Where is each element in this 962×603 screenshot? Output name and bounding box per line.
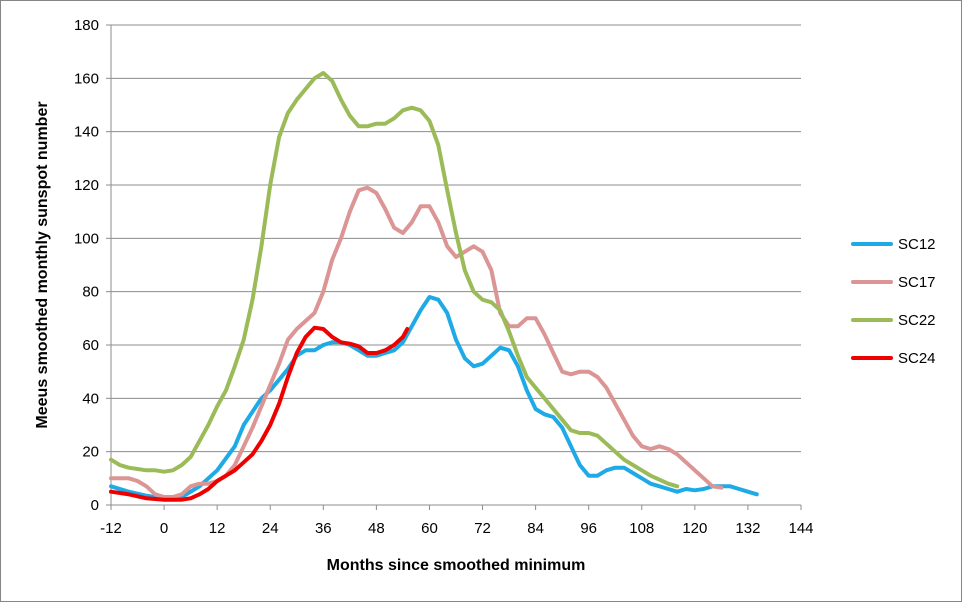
x-tick-label: 36: [315, 520, 332, 537]
x-tick-label: 120: [682, 520, 707, 537]
y-tick-label: 40: [82, 390, 99, 407]
x-tick-label: 0: [160, 520, 168, 537]
x-tick-label: 144: [788, 520, 813, 537]
series-line-sc17: [109, 185, 724, 499]
x-tick-label: 72: [474, 520, 491, 537]
y-tick-label: 120: [74, 177, 99, 194]
x-tick-label: 132: [735, 520, 760, 537]
x-tick-label: 24: [262, 520, 279, 537]
y-tick-label: 80: [82, 284, 99, 301]
series-line-sc22: [109, 71, 680, 489]
series-line-sc24: [109, 325, 410, 502]
x-tick-label: -12: [100, 520, 122, 537]
legend-label-sc24: SC24: [898, 350, 936, 367]
y-tick-label: 100: [74, 230, 99, 247]
legend-label-sc17: SC17: [898, 274, 936, 291]
x-tick-label: 96: [580, 520, 597, 537]
y-tick-label: 160: [74, 70, 99, 87]
legend-label-sc12: SC12: [898, 236, 936, 253]
x-axis-title: Months since smoothed minimum: [327, 557, 586, 574]
x-tick-label: 12: [209, 520, 226, 537]
x-tick-label: 48: [368, 520, 385, 537]
y-tick-label: 180: [74, 17, 99, 34]
y-axis-title: Meeus smoothed monthly sunspot number: [34, 101, 51, 428]
y-tick-label: 20: [82, 444, 99, 461]
y-tick-label: 140: [74, 124, 99, 141]
x-tick-label: 60: [421, 520, 438, 537]
series-line-sc12: [109, 295, 759, 501]
x-tick-label: 108: [629, 520, 654, 537]
y-tick-label: 60: [82, 337, 99, 354]
x-tick-label: 84: [527, 520, 544, 537]
y-tick-label: 0: [91, 497, 99, 514]
legend-label-sc22: SC22: [898, 312, 936, 329]
